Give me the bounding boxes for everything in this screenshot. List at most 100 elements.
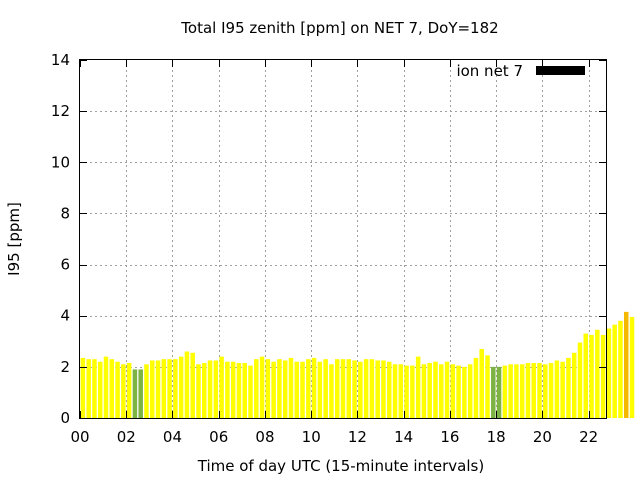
bar xyxy=(583,333,589,418)
bar xyxy=(97,361,103,418)
bar xyxy=(346,359,352,418)
bar xyxy=(219,356,224,418)
bar xyxy=(600,334,606,418)
bar xyxy=(612,324,617,418)
bar xyxy=(294,361,300,418)
bar xyxy=(103,356,109,418)
legend: ion net 7 xyxy=(456,62,585,80)
bar xyxy=(595,329,600,418)
bar xyxy=(479,348,484,418)
bar xyxy=(282,360,288,418)
bar xyxy=(386,361,392,418)
bar xyxy=(196,364,201,418)
bar xyxy=(577,342,583,418)
bar xyxy=(358,361,363,418)
bar xyxy=(381,360,386,418)
x-tick-label: 22 xyxy=(579,428,598,446)
bar xyxy=(456,365,461,418)
bar xyxy=(415,356,421,418)
legend-swatch xyxy=(536,66,585,75)
bar xyxy=(329,364,334,418)
bar xyxy=(144,364,149,418)
x-tick-label: 16 xyxy=(440,428,459,446)
bar xyxy=(213,360,219,418)
x-tick-label: 00 xyxy=(70,428,89,446)
plot-frame xyxy=(79,59,607,419)
bar xyxy=(178,356,184,418)
y-tick-label: 2 xyxy=(60,358,70,376)
x-tick-label: 06 xyxy=(209,428,228,446)
bar xyxy=(404,365,409,418)
bar xyxy=(566,357,571,418)
bar xyxy=(259,356,265,418)
bar xyxy=(80,357,86,418)
bar xyxy=(548,363,554,418)
bar xyxy=(375,360,380,418)
bar xyxy=(554,360,560,418)
bar xyxy=(184,351,190,418)
chart-title: Total I95 zenith [ppm] on NET 7, DoY=182 xyxy=(180,19,498,37)
bar xyxy=(334,359,340,418)
bar xyxy=(514,364,519,418)
y-tick-label: 14 xyxy=(51,51,70,69)
bar xyxy=(207,360,213,418)
bar xyxy=(508,364,513,418)
bar xyxy=(491,366,496,418)
x-tick-label: 08 xyxy=(255,428,274,446)
bar xyxy=(92,359,97,418)
bar xyxy=(467,364,473,418)
bar xyxy=(525,363,531,418)
bar xyxy=(202,363,207,418)
bar xyxy=(606,328,612,418)
bar xyxy=(623,311,629,418)
bar xyxy=(317,361,323,418)
bar xyxy=(115,361,120,418)
bar xyxy=(398,364,404,418)
bar xyxy=(340,359,346,418)
x-axis-label: Time of day UTC (15-minute intervals) xyxy=(197,457,484,475)
bar xyxy=(392,364,398,418)
bar xyxy=(167,359,172,418)
x-tick-label: 20 xyxy=(533,428,552,446)
bar xyxy=(473,357,479,418)
bar xyxy=(502,365,508,418)
bar xyxy=(433,361,438,418)
bar xyxy=(254,359,259,418)
bar xyxy=(161,359,167,418)
bar xyxy=(363,359,369,418)
y-tick-label: 4 xyxy=(60,307,70,325)
bar xyxy=(618,320,623,418)
bar xyxy=(439,364,444,418)
bar xyxy=(485,355,490,418)
bar xyxy=(543,364,548,418)
bar xyxy=(132,369,138,418)
y-tick-label: 12 xyxy=(51,102,70,120)
bar xyxy=(410,365,415,418)
y-tick-label: 8 xyxy=(60,204,70,222)
bar xyxy=(242,363,247,418)
x-tick-label: 14 xyxy=(394,428,413,446)
bar xyxy=(265,359,271,418)
bar xyxy=(271,361,276,418)
x-tick-label: 04 xyxy=(163,428,182,446)
bar xyxy=(589,334,594,418)
bar xyxy=(138,369,143,418)
bar xyxy=(560,361,565,418)
bar xyxy=(323,359,328,418)
y-tick-label: 10 xyxy=(51,153,70,171)
bar xyxy=(571,352,577,418)
x-tick-label: 18 xyxy=(487,428,506,446)
bar xyxy=(248,365,253,418)
bar xyxy=(421,364,427,418)
bar xyxy=(236,363,242,418)
bar xyxy=(444,361,450,418)
bar xyxy=(126,363,132,418)
bar xyxy=(109,359,115,418)
bar xyxy=(531,363,536,418)
x-tick-label: 02 xyxy=(117,428,136,446)
bar xyxy=(311,357,317,418)
y-tick-label: 0 xyxy=(60,409,70,427)
bar xyxy=(230,361,236,418)
